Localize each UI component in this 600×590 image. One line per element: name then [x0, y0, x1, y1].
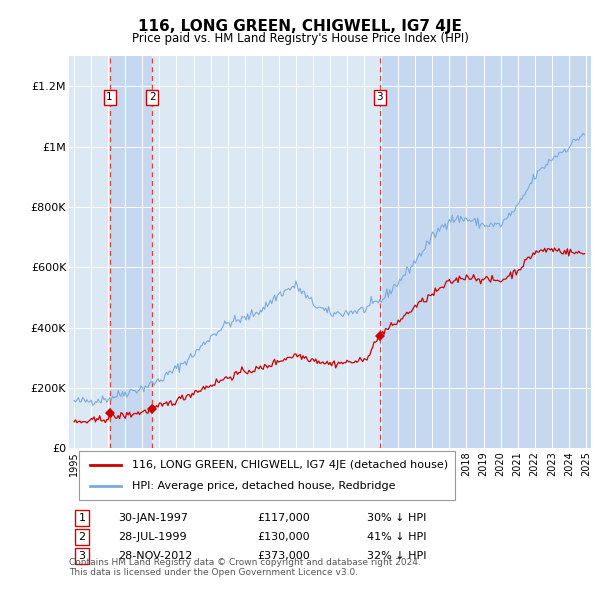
Text: 32% ↓ HPI: 32% ↓ HPI: [367, 550, 426, 560]
Bar: [110, 56, 152, 448]
Text: HPI: Average price, detached house, Redbridge: HPI: Average price, detached house, Redb…: [131, 481, 395, 491]
Text: Price paid vs. HM Land Registry's House Price Index (HPI): Price paid vs. HM Land Registry's House …: [131, 32, 469, 45]
Text: 41% ↓ HPI: 41% ↓ HPI: [367, 532, 426, 542]
Bar: [380, 56, 591, 448]
Text: 1: 1: [79, 513, 86, 523]
Text: Contains HM Land Registry data © Crown copyright and database right 2024.
This d: Contains HM Land Registry data © Crown c…: [69, 558, 421, 577]
Text: 2: 2: [79, 532, 86, 542]
Text: £130,000: £130,000: [257, 532, 310, 542]
Text: 116, LONG GREEN, CHIGWELL, IG7 4JE (detached house): 116, LONG GREEN, CHIGWELL, IG7 4JE (deta…: [131, 460, 448, 470]
Text: 28-NOV-2012: 28-NOV-2012: [119, 550, 193, 560]
Text: 3: 3: [79, 550, 86, 560]
Text: 2: 2: [149, 92, 155, 102]
Text: £117,000: £117,000: [257, 513, 310, 523]
Text: 3: 3: [376, 92, 383, 102]
Text: 30-JAN-1997: 30-JAN-1997: [119, 513, 188, 523]
Text: £373,000: £373,000: [257, 550, 310, 560]
Text: 116, LONG GREEN, CHIGWELL, IG7 4JE: 116, LONG GREEN, CHIGWELL, IG7 4JE: [138, 19, 462, 34]
Text: 1: 1: [106, 92, 113, 102]
Text: 28-JUL-1999: 28-JUL-1999: [119, 532, 187, 542]
Text: 30% ↓ HPI: 30% ↓ HPI: [367, 513, 426, 523]
